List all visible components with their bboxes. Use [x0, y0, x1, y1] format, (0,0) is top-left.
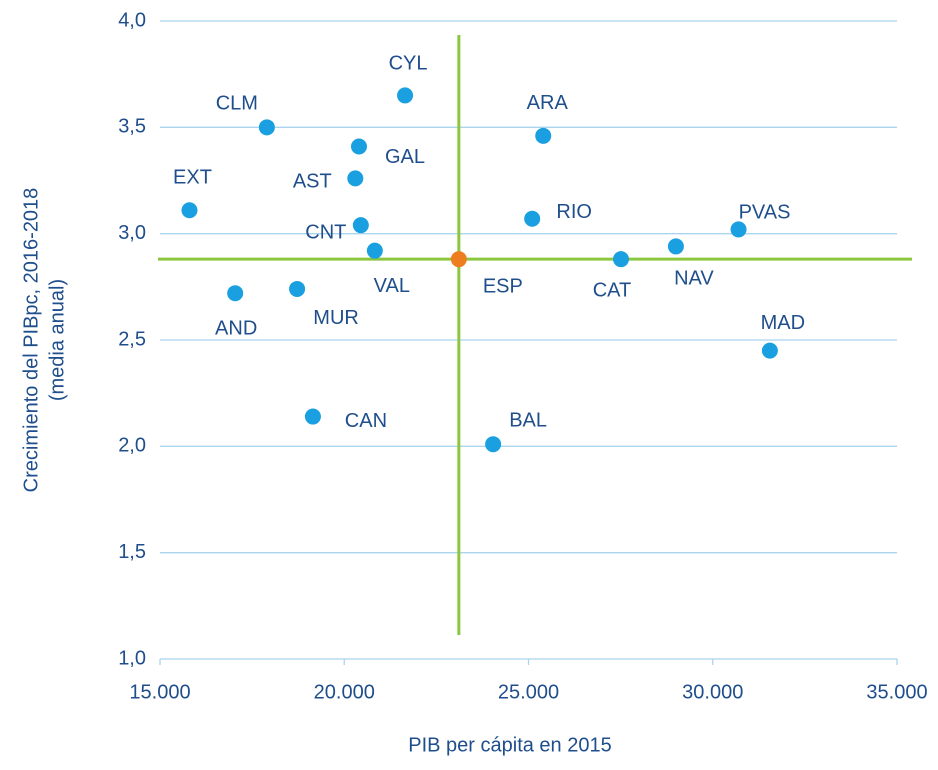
point-label: MAD — [761, 312, 805, 334]
x-tick-label: 35.000 — [866, 681, 927, 703]
point — [524, 210, 541, 227]
y-tick-label: 1,0 — [118, 647, 146, 669]
y-axis-title: Crecimiento del PIBpc, 2016-2018 — [20, 188, 42, 493]
point-label: RIO — [556, 201, 592, 223]
point — [347, 170, 364, 187]
point — [397, 87, 414, 104]
point-label: EXT — [173, 167, 212, 189]
x-tick-label: 25.000 — [498, 681, 559, 703]
point — [612, 251, 629, 268]
point-label: MUR — [313, 307, 359, 329]
point — [667, 238, 684, 255]
x-tick-label: 15.000 — [129, 681, 190, 703]
point-label: CYL — [389, 53, 428, 75]
point-label: NAV — [674, 268, 714, 290]
y-tick-label: 2,0 — [118, 435, 146, 457]
y-tick-label: 1,5 — [118, 541, 146, 563]
point — [485, 436, 502, 453]
point-label: VAL — [374, 275, 410, 297]
y-tick-label: 2,5 — [118, 328, 146, 350]
x-tick-label: 30.000 — [682, 681, 743, 703]
point-label: AST — [293, 171, 332, 193]
point — [350, 138, 367, 155]
x-axis-title: PIB per cápita en 2015 — [408, 734, 611, 756]
point — [450, 251, 467, 268]
point-label: PVAS — [739, 202, 791, 224]
point-label: BAL — [509, 409, 547, 431]
point — [761, 342, 778, 359]
y-tick-label: 4,0 — [118, 9, 146, 31]
point — [366, 242, 383, 259]
y-tick-label: 3,5 — [118, 116, 146, 138]
point-label: AND — [215, 317, 257, 339]
y-axis-title: (media anual) — [46, 279, 68, 401]
point-label: GAL — [385, 146, 425, 168]
point-label: CAN — [345, 410, 387, 432]
point-label: ARA — [527, 92, 569, 114]
point — [730, 221, 747, 238]
point — [258, 119, 275, 136]
point-label: CLM — [216, 93, 258, 115]
x-tick-label: 20.000 — [314, 681, 375, 703]
point-label: CAT — [593, 279, 632, 301]
point-label: CNT — [305, 221, 346, 243]
point — [535, 127, 552, 144]
y-tick-label: 3,0 — [118, 222, 146, 244]
point — [304, 408, 321, 425]
point — [352, 217, 369, 234]
point — [181, 202, 198, 219]
point-label: ESP — [483, 275, 523, 297]
point — [227, 285, 244, 302]
point — [289, 280, 306, 297]
